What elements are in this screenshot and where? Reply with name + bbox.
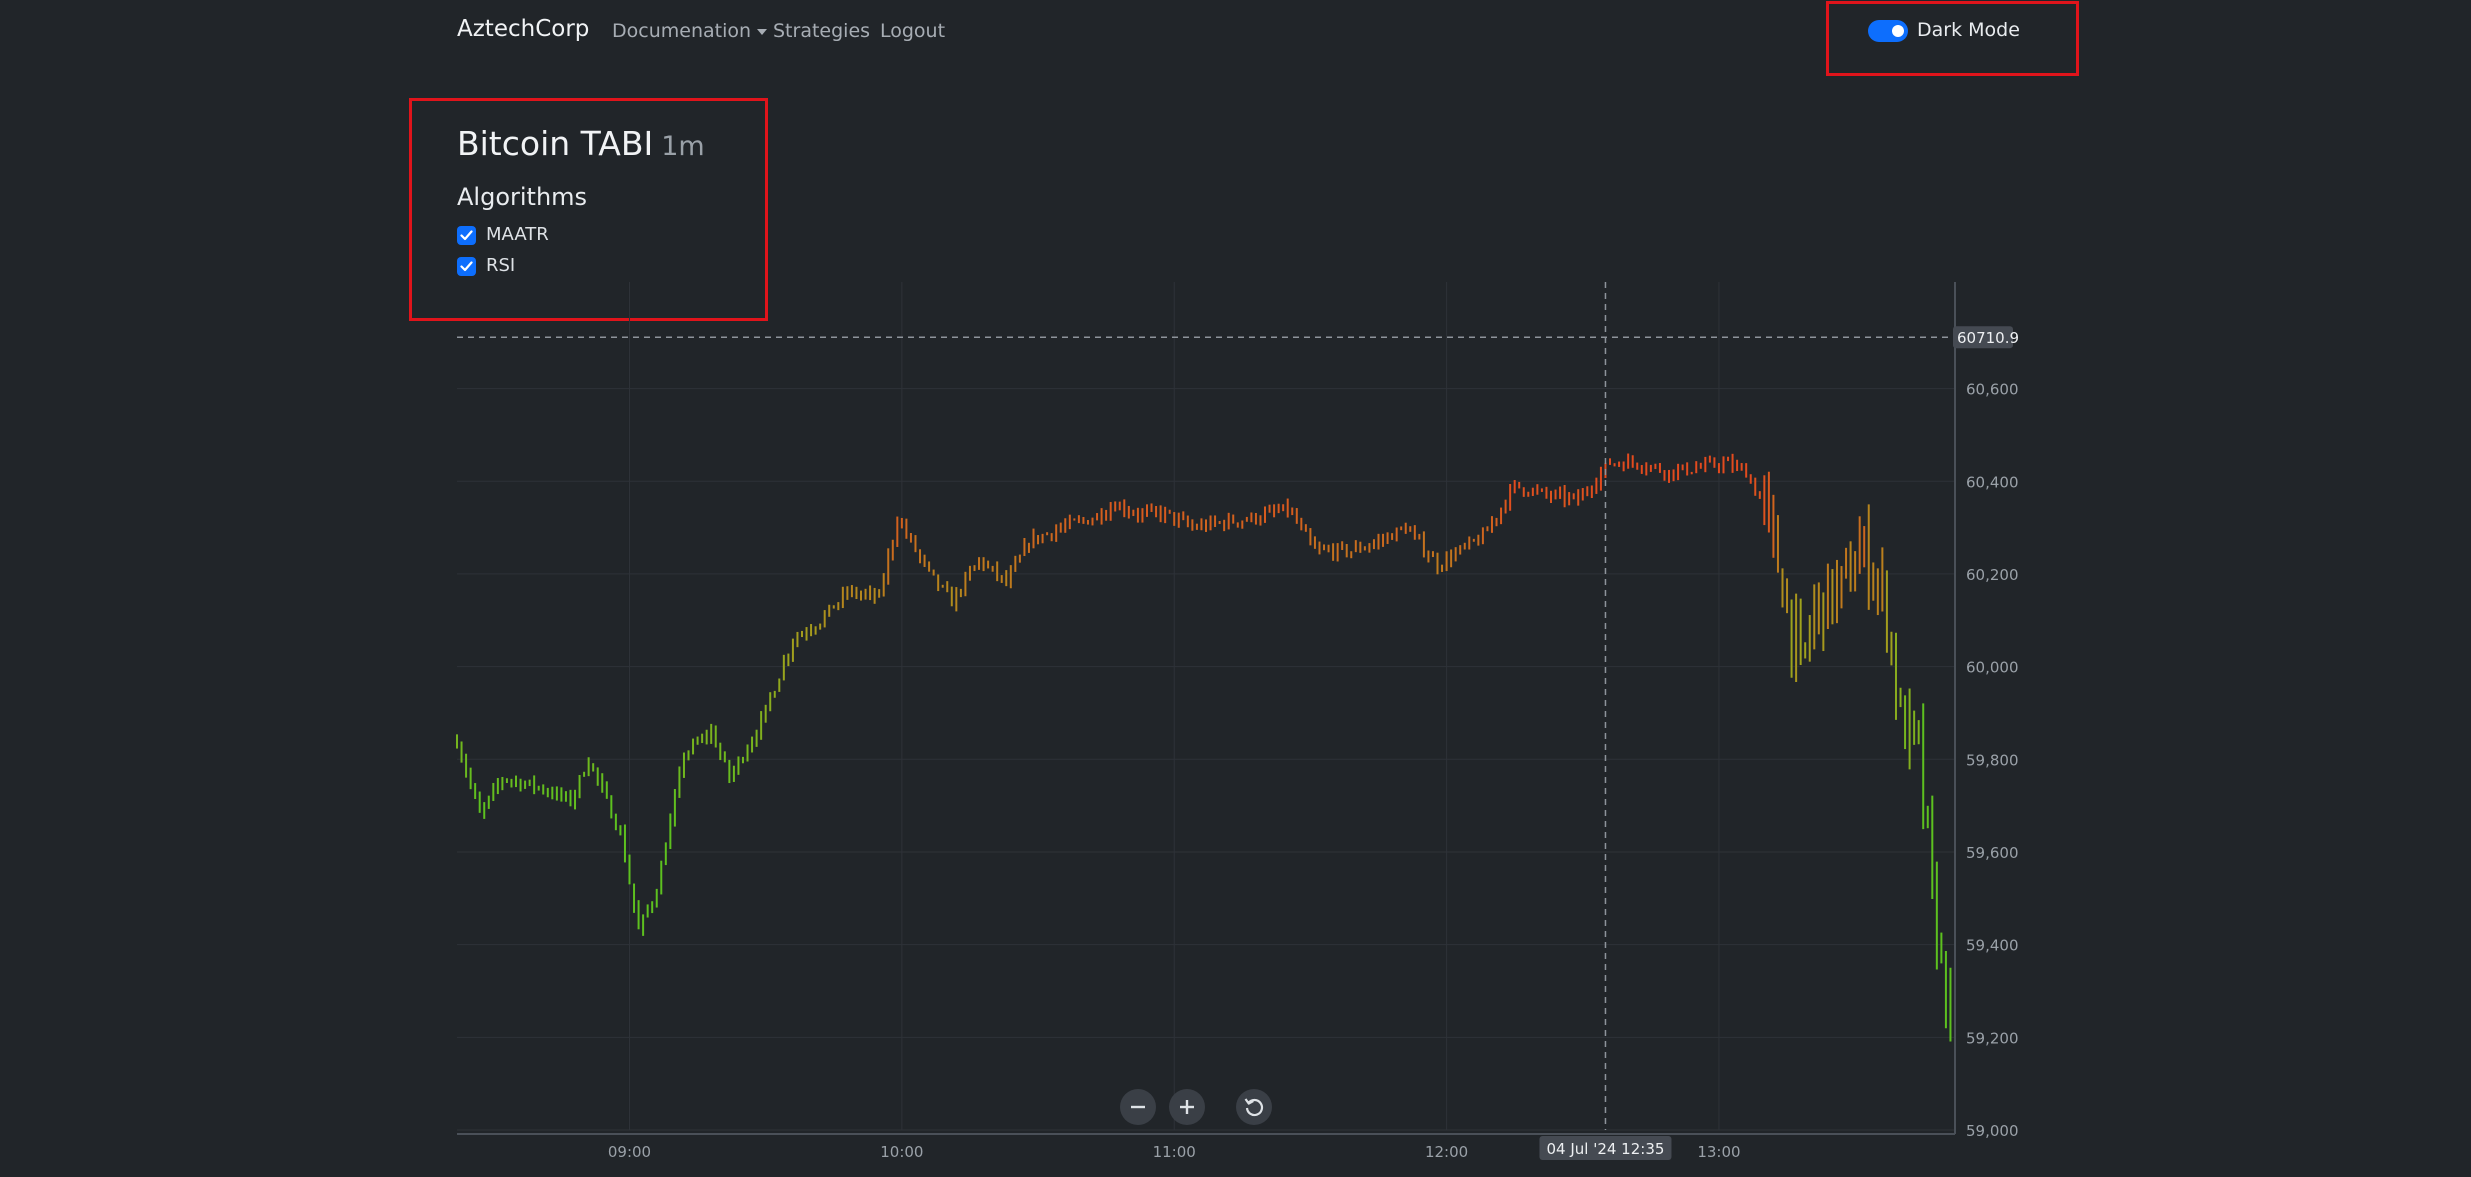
crosshair-time-tag: [1539, 1136, 1672, 1160]
y-tick-label: 59,600: [1966, 844, 2019, 862]
zoom-out-button[interactable]: [1120, 1089, 1156, 1125]
y-tick-label: 59,800: [1966, 751, 2019, 769]
caret-down-icon: [757, 28, 768, 35]
y-tick-label: 60,600: [1966, 381, 2019, 399]
crosshair-price-tag: [1953, 326, 2013, 349]
zoom-in-button[interactable]: [1169, 1089, 1205, 1125]
dark-mode-label: Dark Mode: [1917, 19, 2020, 41]
checkbox-rsi-label[interactable]: RSI: [486, 255, 516, 276]
highlight-box-dark-mode: [1826, 1, 2079, 76]
checkbox-maatr[interactable]: [457, 226, 476, 245]
x-tick-label: 09:00: [608, 1143, 651, 1161]
crosshair-price-label: 60710.9: [1957, 329, 2019, 347]
checkmark-icon: [460, 230, 473, 241]
checkbox-maatr-label[interactable]: MAATR: [486, 224, 549, 245]
chart-grid: [457, 282, 1955, 1131]
y-tick-label: 59,400: [1966, 937, 2019, 955]
nav-strategies-link[interactable]: Strategies: [773, 20, 871, 42]
y-tick-label: 59,000: [1966, 1122, 2019, 1140]
reset-icon: [1244, 1098, 1264, 1117]
page-title: Bitcoin TABI 1m: [457, 124, 705, 163]
page-title-text: Bitcoin TABI: [457, 124, 654, 163]
highlight-box-header: [409, 98, 768, 321]
x-tick-label: 10:00: [880, 1143, 923, 1161]
timeframe-label: 1m: [661, 131, 705, 162]
navbar: AztechCorp Documenation Strategies Logou…: [0, 0, 2471, 64]
reset-zoom-button[interactable]: [1236, 1089, 1272, 1125]
dark-mode-toggle[interactable]: [1868, 20, 1908, 42]
nav-documentation-label: Documenation: [612, 20, 752, 42]
toggle-knob: [1892, 25, 1904, 37]
y-tick-label: 60,200: [1966, 566, 2019, 584]
checkbox-rsi[interactable]: [457, 257, 476, 276]
crosshair: 60710.9 04 Jul '24 12:35: [457, 282, 2019, 1160]
checkmark-icon: [460, 261, 473, 272]
y-tick-label: 60,400: [1966, 473, 2019, 491]
nav-logout-link[interactable]: Logout: [880, 20, 946, 42]
x-tick-label: 13:00: [1697, 1143, 1740, 1161]
chart-bars: [456, 453, 1956, 1042]
crosshair-time-label: 04 Jul '24 12:35: [1546, 1140, 1664, 1158]
chart-axes: 59,000 59,200 59,400 59,600 59,800 60,000 60,2…: [457, 282, 2019, 1161]
brand-logo[interactable]: AztechCorp: [457, 16, 590, 42]
plus-icon: [1180, 1100, 1194, 1114]
y-tick-label: 60,000: [1966, 659, 2019, 677]
nav-documentation-dropdown[interactable]: Documenation: [612, 20, 768, 42]
y-tick-label: 59,200: [1966, 1029, 2019, 1047]
algorithms-heading: Algorithms: [457, 183, 588, 211]
x-tick-label: 11:00: [1153, 1143, 1196, 1161]
minus-icon: [1131, 1105, 1145, 1109]
x-tick-label: 12:00: [1425, 1143, 1468, 1161]
